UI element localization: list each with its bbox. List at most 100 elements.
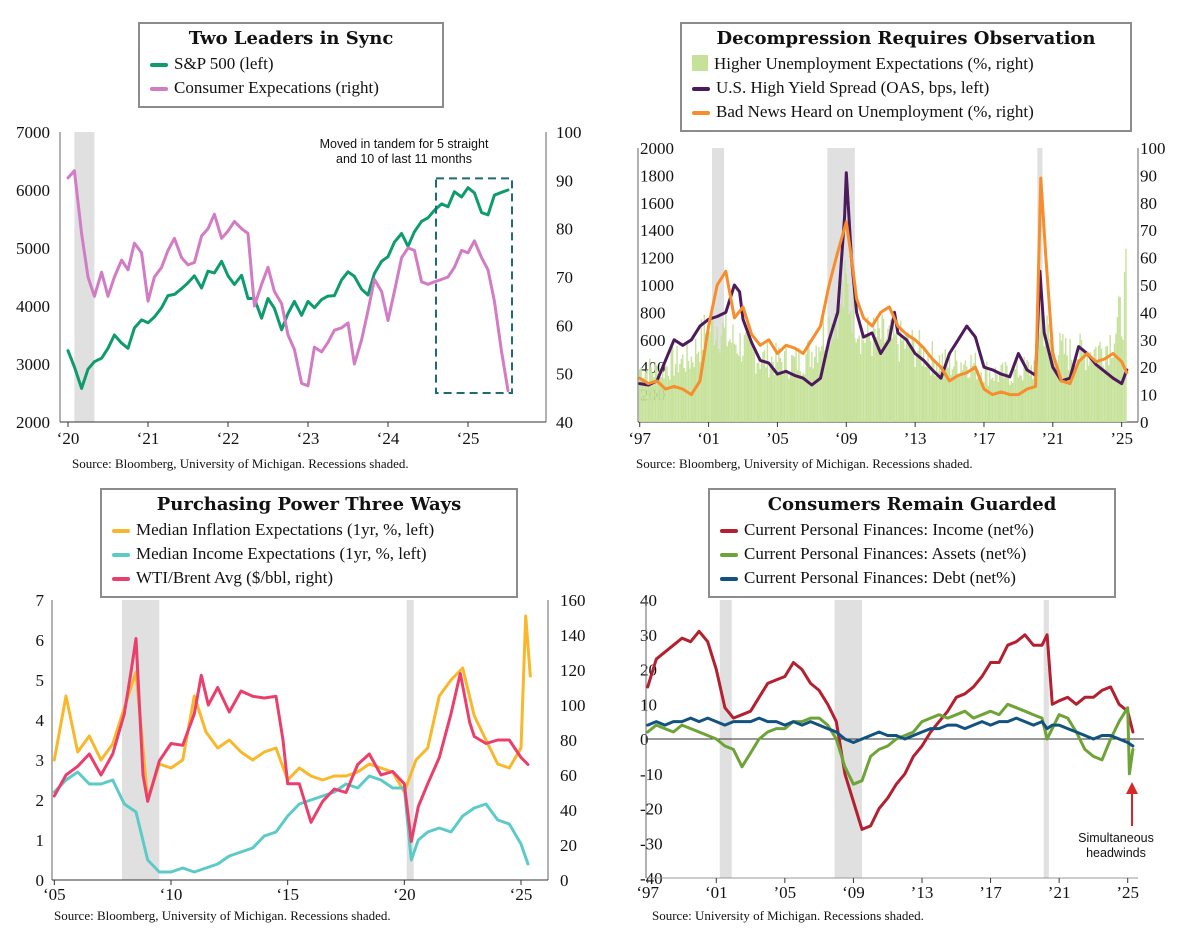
x-tick-label-purchasing-power: ‘15 [276,885,299,904]
area-bar-decompression [793,357,796,422]
area-bar-decompression [641,381,644,422]
data-point-consumers-guarded-2 [801,724,803,726]
area-bar-decompression [857,338,859,422]
area-bar-decompression [649,358,651,422]
area-bar-decompression [697,351,700,422]
data-point-two-leaders-1 [400,256,403,259]
area-bar-decompression [719,353,721,422]
data-point-consumers-guarded-2 [1066,727,1069,730]
data-point-decompression-1 [957,339,959,341]
area-bar-decompression [948,353,951,422]
data-point-two-leaders-1 [480,256,483,259]
data-point-decompression-1 [983,366,985,369]
data-point-purchasing-power-0 [473,715,476,717]
data-point-consumers-guarded-2 [861,738,863,740]
data-point-consumers-guarded-2 [646,724,649,726]
area-bar-decompression [920,344,922,422]
data-point-consumers-guarded-0 [921,745,923,747]
data-point-purchasing-power-2 [520,756,522,759]
area-bar-decompression [950,375,952,422]
area-bar-decompression [901,340,903,422]
y-right-tick-label-two-leaders: 80 [556,220,573,239]
x-tick-label-two-leaders: ‘25 [457,429,480,448]
data-point-two-leaders-0 [313,306,316,309]
data-point-purchasing-power-2 [485,742,487,745]
area-bar-decompression [966,366,968,422]
data-point-purchasing-power-0 [298,767,301,769]
x-tick-label-two-leaders: ‘23 [297,429,320,448]
data-point-consumers-guarded-2 [724,724,726,726]
data-point-two-leaders-1 [247,232,249,235]
annotation-arrow-head [1126,782,1138,794]
data-point-two-leaders-1 [160,266,163,269]
area-bar-decompression [1053,353,1055,422]
data-point-two-leaders-0 [240,274,243,277]
data-point-decompression-2 [1086,352,1088,355]
area-bar-decompression [819,351,822,422]
area-bar-decompression [647,382,650,422]
data-point-purchasing-power-2 [158,760,161,762]
data-point-consumers-guarded-2 [1092,738,1095,740]
area-bar-decompression [752,347,754,422]
area-bar-decompression [825,347,827,422]
data-point-purchasing-power-2 [417,805,420,808]
area-bar-decompression [796,370,799,422]
series-line-two-leaders-0 [66,186,510,390]
area-bar-decompression [828,317,830,422]
area-bar-decompression [1095,346,1097,422]
area-bar-decompression [1067,369,1070,422]
area-bar-decompression [878,328,880,422]
data-point-two-leaders-1 [80,232,83,235]
legend-item-oil-price: WTI/Brent Avg ($/bbl, right) [112,566,506,590]
area-bar-decompression [1033,360,1035,422]
y-left-tick-label-two-leaders: 5000 [16,239,50,258]
data-point-two-leaders-0 [360,288,363,291]
data-point-purchasing-power-0 [100,759,102,761]
data-point-decompression-1 [1026,369,1028,371]
data-point-consumers-guarded-0 [672,644,675,646]
area-bar-decompression [858,335,860,422]
data-point-consumers-guarded-1 [689,727,692,730]
data-point-consumers-guarded-2 [895,734,898,737]
data-point-two-leaders-1 [327,341,329,344]
recession-band-purchasing-power-1 [406,600,414,880]
data-point-consumers-guarded-1 [844,766,846,768]
data-point-decompression-2 [690,393,693,396]
area-bar-decompression [1042,317,1044,422]
data-point-consumers-guarded-1 [655,724,658,726]
data-point-consumers-guarded-0 [681,637,683,639]
data-point-consumers-guarded-1 [912,731,915,733]
data-point-decompression-2 [638,377,641,380]
area-bar-decompression [911,329,913,422]
area-bar-decompression [735,344,737,422]
data-point-two-leaders-1 [233,220,236,223]
area-bar-decompression [1039,333,1041,422]
y-left-tick-label-two-leaders: 6000 [16,181,50,200]
x-tick-label-consumers-guarded: ’05 [774,883,797,902]
data-point-consumers-guarded-2 [869,734,872,737]
data-point-consumers-guarded-1 [724,745,726,747]
data-point-two-leaders-0 [440,203,443,205]
chart-two-leaders: 2000 3000 4000 5000 6000 7000 40 50 60 70 80 90 100 ‘… [16,123,582,448]
data-point-decompression-2 [742,306,744,308]
area-bar-decompression [1024,365,1027,422]
data-point-consumers-guarded-0 [1092,696,1095,699]
data-point-two-leaders-1 [380,290,383,293]
data-point-purchasing-power-1 [251,847,254,849]
data-point-purchasing-power-1 [170,871,172,873]
area-bar-decompression [849,310,852,422]
data-point-two-leaders-0 [293,300,296,303]
data-point-purchasing-power-0 [263,751,266,753]
data-point-consumers-guarded-1 [869,755,872,758]
data-point-two-leaders-0 [113,334,116,336]
area-bar-decompression [1103,369,1106,422]
y-left-tick-label-consumers-guarded: 40 [640,591,657,610]
area-bar-decompression [941,353,944,422]
y-right-tick-label-decompression: 0 [1140,413,1149,432]
data-point-consumers-guarded-1 [1126,706,1129,709]
data-point-two-leaders-0 [80,387,83,390]
data-point-two-leaders-0 [220,260,223,263]
legend-label-inflation-expectations: Median Inflation Expectations (1yr, %, l… [136,520,435,539]
data-point-purchasing-power-2 [135,637,137,640]
y-right-tick-label-purchasing-power: 80 [560,731,577,750]
